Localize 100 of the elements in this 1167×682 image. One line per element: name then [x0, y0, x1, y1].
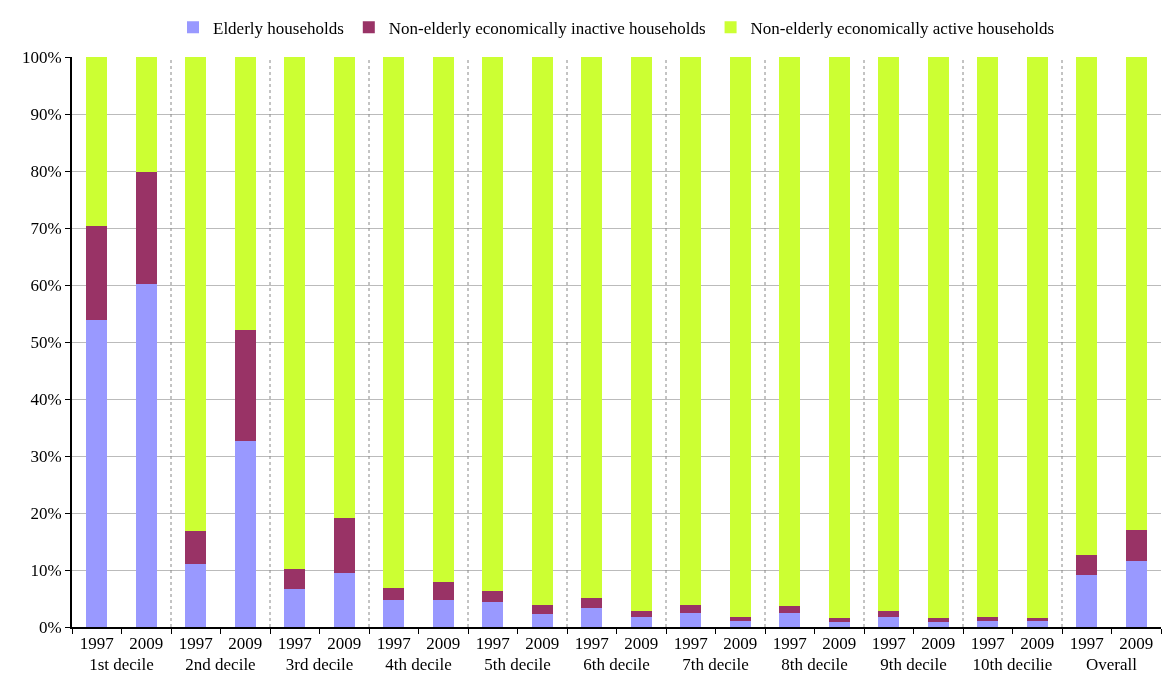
legend-label: Non-elderly economically inactive households [388, 18, 706, 38]
bar [432, 600, 454, 627]
category-label: 1997 [277, 634, 312, 654]
bar [234, 330, 256, 442]
bar [680, 604, 702, 613]
category-label: 2009 [129, 634, 164, 654]
category-label: 4th decile [385, 655, 452, 675]
category-label: 9th decile [880, 655, 947, 675]
y-tick-label: 100% [21, 47, 62, 67]
y-tick-label: 40% [30, 389, 62, 409]
bar [333, 572, 355, 627]
y-tick-label: 80% [30, 161, 62, 181]
bar [729, 620, 751, 627]
bar [729, 57, 751, 617]
bar [828, 621, 850, 627]
category-label: 2009 [921, 634, 956, 654]
bar [1125, 530, 1147, 562]
bar [234, 57, 256, 331]
bar [185, 563, 207, 627]
category-label: 1st decile [89, 655, 154, 675]
category-label: 2009 [1119, 634, 1154, 654]
bar [432, 581, 454, 601]
category-label: 3rd decile [285, 655, 354, 675]
y-tick-label: 50% [30, 332, 62, 352]
bar [185, 531, 207, 564]
bar [1076, 574, 1098, 627]
bar [927, 621, 949, 627]
category-label: 2009 [228, 634, 263, 654]
bar [1026, 57, 1048, 619]
bar [482, 591, 504, 602]
bar [531, 57, 553, 605]
bar [828, 57, 850, 619]
category-label: 1997 [178, 634, 213, 654]
bar [1026, 618, 1048, 621]
category-label: 10th decilie [972, 655, 1053, 675]
bar [779, 605, 801, 613]
bar [482, 601, 504, 627]
y-tick-label: 10% [30, 560, 62, 580]
bar [927, 618, 949, 622]
bar [779, 57, 801, 606]
bar [878, 611, 900, 618]
bar [977, 57, 999, 617]
bar [383, 600, 405, 627]
y-tick-label: 60% [30, 275, 62, 295]
bar [531, 604, 553, 614]
bar [86, 57, 108, 226]
category-label: 8th decile [781, 655, 848, 675]
bar [531, 613, 553, 627]
bar [779, 612, 801, 627]
bar [284, 568, 306, 589]
bar [977, 620, 999, 627]
category-label: 5th decile [484, 655, 551, 675]
bar [828, 618, 850, 622]
bar [581, 57, 603, 598]
category-label: 6th decile [583, 655, 650, 675]
category-label: 1997 [871, 634, 906, 654]
category-label: 2009 [525, 634, 560, 654]
bar [729, 616, 751, 621]
category-label: 2009 [723, 634, 758, 654]
bar [630, 611, 652, 617]
bar [680, 612, 702, 627]
bar [135, 172, 157, 284]
bar [383, 57, 405, 589]
bar [432, 57, 454, 582]
bar [135, 57, 157, 173]
bar [383, 588, 405, 601]
bar [581, 608, 603, 627]
bar [333, 57, 355, 519]
bar [135, 283, 157, 627]
bar [185, 57, 207, 532]
bar [581, 597, 603, 609]
category-label: 1997 [376, 634, 411, 654]
category-label: 2009 [426, 634, 461, 654]
bar [1125, 561, 1147, 627]
legend-label: Elderly households [213, 18, 344, 38]
bar [482, 57, 504, 592]
bar [86, 225, 108, 320]
y-tick-label: 70% [30, 218, 62, 238]
bar [630, 57, 652, 612]
category-label: 1997 [79, 634, 114, 654]
y-tick-label: 30% [30, 446, 62, 466]
bar [333, 518, 355, 573]
legend-label: Non-elderly economically active households [750, 18, 1055, 38]
bar [234, 441, 256, 627]
bar [977, 616, 999, 621]
category-label: 7th decile [682, 655, 749, 675]
y-tick-label: 90% [30, 104, 62, 124]
category-label: Overall [1086, 655, 1137, 675]
bar [878, 617, 900, 627]
bar [927, 57, 949, 619]
bar [680, 57, 702, 605]
category-label: 2009 [822, 634, 857, 654]
category-label: 2nd decile [185, 655, 256, 675]
bar [878, 57, 900, 612]
bar [1076, 554, 1098, 575]
category-label: 1997 [673, 634, 708, 654]
category-label: 1997 [475, 634, 510, 654]
y-tick-label: 20% [30, 503, 62, 523]
category-label: 2009 [624, 634, 659, 654]
y-tick-label: 0% [38, 617, 62, 637]
